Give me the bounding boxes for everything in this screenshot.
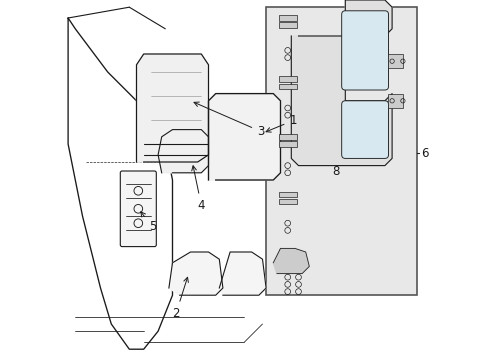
Bar <box>278 256 296 262</box>
Bar <box>278 199 296 204</box>
Bar <box>387 94 402 108</box>
Bar <box>278 249 296 255</box>
Polygon shape <box>219 252 265 295</box>
Bar <box>278 84 296 89</box>
Polygon shape <box>158 130 208 173</box>
Bar <box>278 141 296 147</box>
Text: 8: 8 <box>332 165 339 177</box>
Bar <box>278 76 296 82</box>
Text: 5: 5 <box>141 212 156 233</box>
Polygon shape <box>208 94 280 180</box>
Text: 2: 2 <box>172 277 188 320</box>
Bar <box>265 7 416 295</box>
Polygon shape <box>291 0 391 166</box>
Bar <box>278 192 296 197</box>
Text: 4: 4 <box>191 166 204 212</box>
Bar <box>278 134 296 140</box>
FancyBboxPatch shape <box>120 171 156 247</box>
FancyBboxPatch shape <box>341 11 387 90</box>
Polygon shape <box>136 54 208 162</box>
FancyBboxPatch shape <box>341 101 387 158</box>
Text: 7: 7 <box>368 40 383 53</box>
Polygon shape <box>168 252 223 295</box>
Bar <box>278 15 296 21</box>
Text: 3: 3 <box>194 102 264 138</box>
Text: 6: 6 <box>421 147 428 159</box>
Text: 1: 1 <box>265 114 296 132</box>
Polygon shape <box>273 248 309 274</box>
Bar <box>278 22 296 28</box>
Bar <box>387 54 402 68</box>
